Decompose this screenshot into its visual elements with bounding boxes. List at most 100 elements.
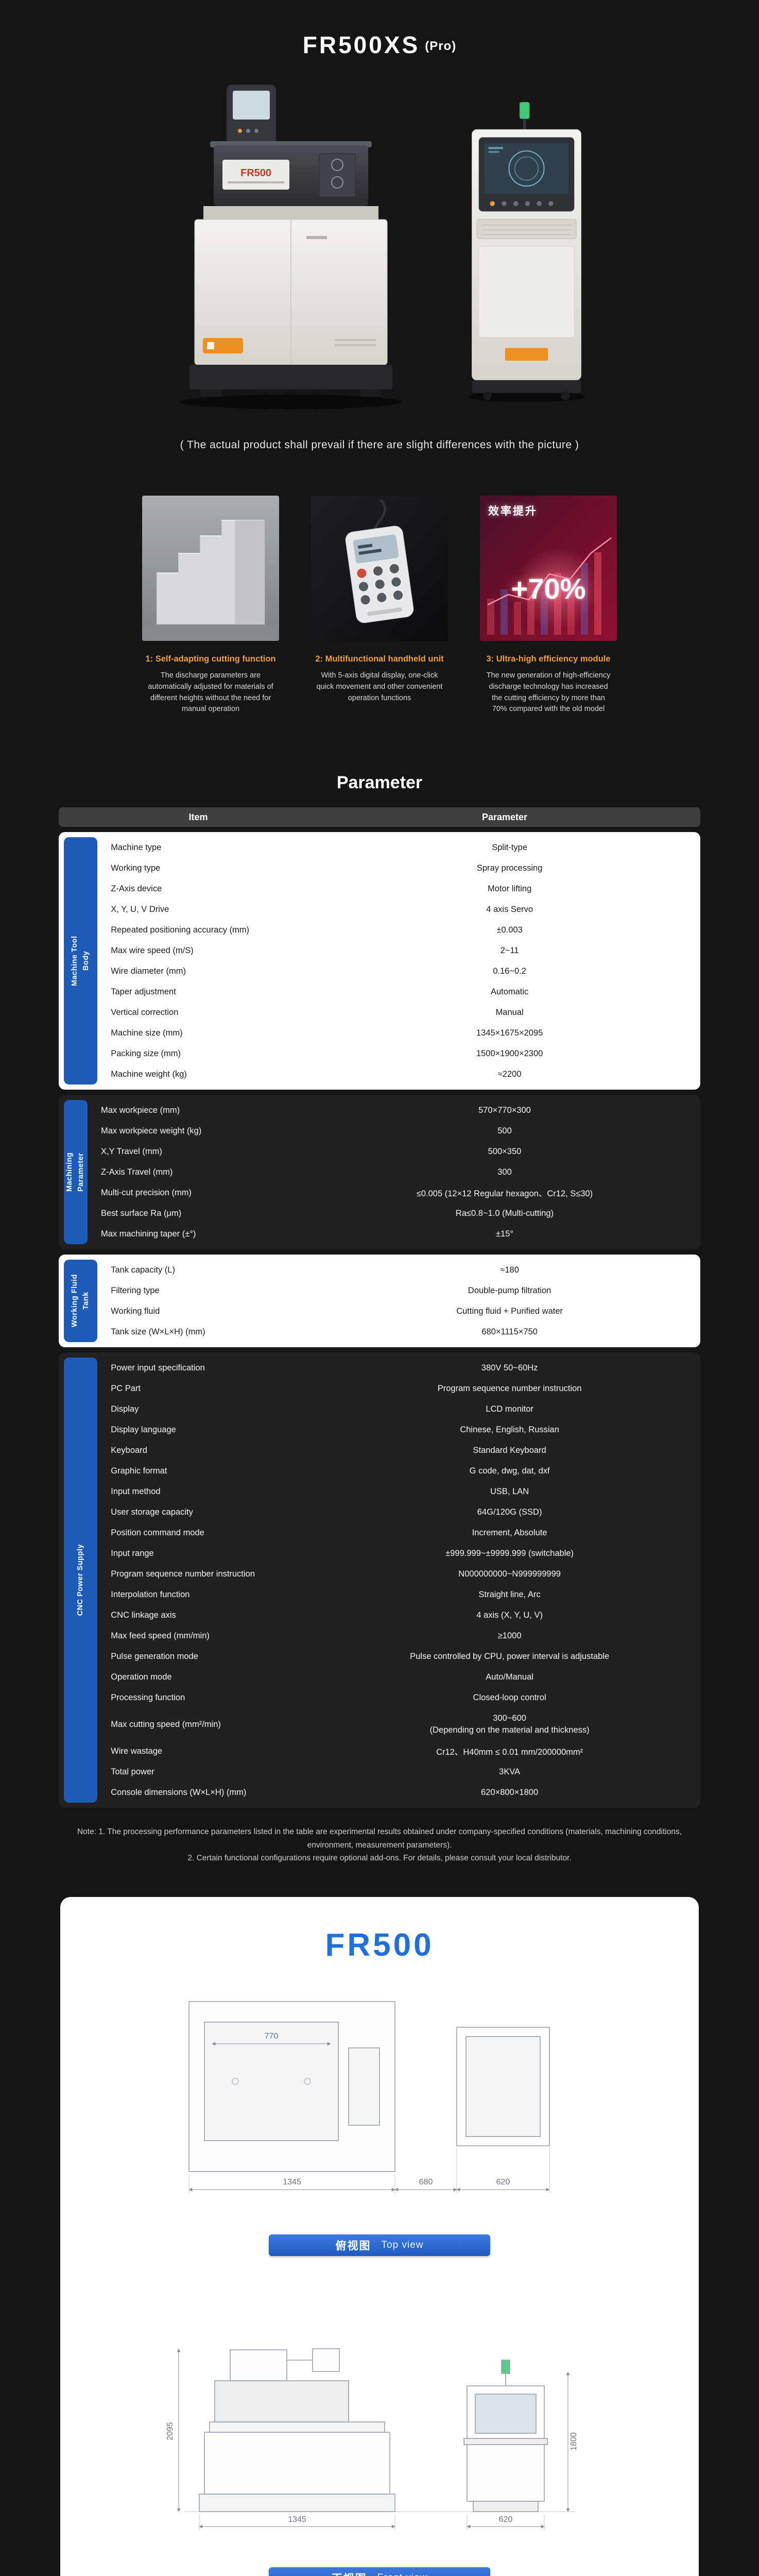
row-value: Cutting fluid + Purified water: [456, 1306, 563, 1316]
feature-image-handheld-unit: [311, 496, 448, 641]
row-item: Max cutting speed (mm²/min): [111, 1719, 221, 1729]
table-row: Filtering type Double-pump filtration: [97, 1280, 700, 1301]
dim-machine-height: 2095: [166, 2422, 175, 2441]
table-row: Machine type Split-type: [97, 837, 700, 858]
feature-description: With 5-axis digital display, one-click q…: [316, 671, 443, 702]
row-value: 620×800×1800: [481, 1787, 539, 1797]
row-item: Z-Axis device: [111, 884, 162, 893]
row-value: Pulse controlled by CPU, power interval …: [410, 1651, 610, 1661]
table-row: Console dimensions (W×L×H) (mm) 620×800×1…: [97, 1782, 700, 1803]
table-row: Power input specification 380V 50~60Hz: [97, 1358, 700, 1378]
table-row: Multi-cut precision (mm) ≤0.005 (12×12 Re…: [88, 1182, 700, 1203]
section-label: Working Fluid Tank: [64, 1260, 98, 1342]
row-item: Tank size (W×L×H) (mm): [111, 1327, 205, 1336]
row-item: Max machining taper (±°): [101, 1229, 196, 1239]
table-row: Display LCD monitor: [97, 1399, 700, 1419]
row-value: ≈2200: [497, 1069, 522, 1079]
feature-title: 2: Multifunctional handheld unit: [315, 654, 444, 664]
row-value: ±15°: [495, 1229, 513, 1239]
row-value: 1500×1900×2300: [476, 1048, 543, 1058]
row-value: Auto/Manual: [486, 1672, 533, 1682]
table-row: Max feed speed (mm/min) ≥1000: [97, 1625, 700, 1646]
note-line-1: Note: 1. The processing performance para…: [77, 1827, 682, 1850]
row-value: 570×770×300: [478, 1105, 531, 1115]
row-item: Vertical correction: [111, 1007, 179, 1017]
row-value: Split-type: [492, 842, 528, 852]
table-row: Z-Axis Travel (mm) 300: [88, 1162, 700, 1182]
row-value: Spray processing: [476, 863, 543, 873]
top-view-label-cn: 俯视图: [335, 2240, 371, 2252]
table-row: User storage capacity 64G/120G (SSD): [97, 1502, 700, 1522]
table-row: Keyboard Standard Keyboard: [97, 1440, 700, 1461]
feature-card-1: 1: Self-adapting cutting function The di…: [142, 496, 279, 715]
row-item: Console dimensions (W×L×H) (mm): [111, 1787, 247, 1797]
feature-card-2: 2: Multifunctional handheld unit With 5-…: [311, 496, 448, 715]
row-item: CNC linkage axis: [111, 1610, 176, 1620]
top-view-label-en: Top view: [381, 2239, 424, 2250]
table-row: Best surface Ra (μm) Ra≤0.8~1.0 (Multi-cu…: [88, 1203, 700, 1224]
table-section-2: Working Fluid Tank Tank capacity (L) ≈180 F…: [59, 1255, 700, 1347]
section-label: Machining Parameter: [64, 1100, 88, 1244]
dim-table-width: 770: [265, 2032, 279, 2041]
row-value: G code, dwg, dat, dxf: [469, 1466, 550, 1476]
table-row: Repeated positioning accuracy (mm) ±0.003: [97, 920, 700, 940]
row-item: Filtering type: [111, 1285, 160, 1295]
dim-machine-width: 1345: [288, 2515, 306, 2524]
table-row: Pulse generation mode Pulse controlled by…: [97, 1646, 700, 1667]
parameter-table: Item Parameter Machine Tool Body Machine …: [59, 807, 700, 1808]
row-item: Wire diameter (mm): [111, 966, 186, 976]
row-item: Working fluid: [111, 1306, 160, 1316]
table-row: PC Part Program sequence number instructi…: [97, 1378, 700, 1399]
row-item: Position command mode: [111, 1528, 204, 1537]
row-item: Z-Axis Travel (mm): [101, 1167, 173, 1177]
row-value: Automatic: [490, 987, 529, 996]
row-item: Input method: [111, 1486, 161, 1496]
table-row: Tank size (W×L×H) (mm) 680×1115×750: [97, 1321, 700, 1342]
feature-card-3: 效率提升 +70% 3: Ultra-high efficiency modul…: [480, 496, 617, 715]
feature-title: 1: Self-adapting cutting function: [145, 654, 276, 664]
row-value: 2~11: [500, 945, 519, 955]
efficiency-overlay-label: 效率提升: [488, 505, 538, 517]
table-row: Working type Spray processing: [97, 858, 700, 878]
drawings-card: FR500 770: [60, 1896, 699, 2576]
product-photos: FR500: [0, 76, 759, 411]
row-value: Manual: [495, 1007, 524, 1017]
dim-console-width: 620: [499, 2515, 513, 2524]
parameter-table-body: Machine Tool Body Machine type Split-type W…: [59, 832, 700, 1808]
page-title: FR500XS (Pro): [303, 31, 456, 59]
row-value: Closed-loop control: [473, 1692, 546, 1702]
row-item: User storage capacity: [111, 1507, 193, 1517]
row-item: Pulse generation mode: [111, 1651, 198, 1661]
row-value: Standard Keyboard: [473, 1445, 546, 1455]
row-item: X,Y Travel (mm): [101, 1146, 162, 1156]
table-row: Interpolation function Straight line, Arc: [97, 1584, 700, 1605]
front-view-button[interactable]: 正视图 Front view: [269, 2567, 490, 2576]
row-value: 4 axis Servo: [486, 904, 533, 914]
table-section-3: CNC Power Supply Power input specificatio…: [59, 1352, 700, 1808]
row-value: Increment, Absolute: [472, 1528, 547, 1537]
feature-cards: 1: Self-adapting cutting function The di…: [0, 496, 759, 715]
table-row: Wire wastage Cr12、H40mm ≤ 0.01 mm/200000m…: [97, 1741, 700, 1761]
table-notes: Note: 1. The processing performance para…: [76, 1825, 683, 1865]
row-item: Total power: [111, 1767, 154, 1776]
row-item: Best surface Ra (μm): [101, 1208, 182, 1218]
row-item: Display language: [111, 1425, 176, 1434]
front-view-drawing: 2095 1800 1345 620: [166, 2348, 578, 2530]
row-item: Power input specification: [111, 1363, 205, 1372]
table-row: Working fluid Cutting fluid + Purified wa…: [97, 1301, 700, 1321]
row-value: Chinese, English, Russian: [460, 1425, 559, 1434]
row-value: ≥1000: [497, 1631, 522, 1640]
table-row: X, Y, U, V Drive 4 axis Servo: [97, 899, 700, 920]
row-value: Straight line, Arc: [478, 1589, 541, 1599]
dim-machine-depth: 1345: [283, 2178, 301, 2187]
feature-image-stepped-workpiece: [142, 496, 279, 641]
feature-description: The discharge parameters are automatical…: [148, 671, 273, 714]
top-view-button[interactable]: 俯视图 Top view: [269, 2234, 490, 2256]
row-item: Program sequence number instruction: [111, 1569, 255, 1579]
row-value: N000000000~N999999999: [458, 1569, 561, 1579]
table-row: Operation mode Auto/Manual: [97, 1667, 700, 1687]
table-row: Program sequence number instruction N0000…: [97, 1564, 700, 1584]
row-value: 680×1115×750: [481, 1327, 538, 1336]
machine-photo: FR500: [180, 84, 402, 409]
